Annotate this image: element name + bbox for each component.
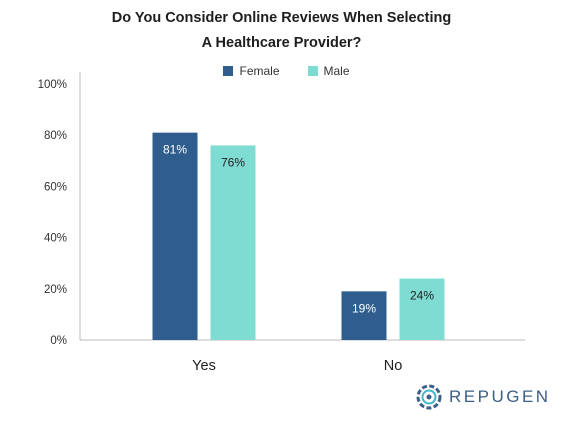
brand-name: REPUGEN (449, 387, 551, 406)
data-label: 19% (352, 301, 376, 315)
chart-legend: Female Male (0, 64, 563, 78)
bar-no-male (399, 278, 445, 340)
x-tick-label: No (384, 358, 403, 374)
legend-label-male: Male (323, 64, 350, 78)
legend-swatch-female (223, 66, 234, 76)
legend-label-female: Female (239, 64, 280, 78)
brand-logo: REPUGEN (416, 384, 551, 410)
chart-title-line-2: A Healthcare Provider? (201, 35, 362, 51)
y-tick-label: 20% (44, 284, 67, 296)
bar-yes-male (210, 145, 256, 340)
data-label: 24% (410, 289, 434, 303)
x-tick-label: Yes (192, 358, 216, 374)
legend-swatch-male (307, 66, 318, 76)
y-tick-label: 40% (44, 233, 67, 245)
y-tick-label: 80% (44, 130, 67, 142)
bar-yes-female (152, 132, 198, 340)
legend-item-female: Female (223, 64, 280, 78)
chart-title-line-1: Do You Consider Online Reviews When Sele… (111, 10, 452, 26)
chart-title: Do You Consider Online Reviews When Sele… (0, 6, 563, 56)
data-label: 81% (163, 143, 187, 157)
bar-no-female (341, 291, 387, 340)
y-tick-label: 60% (44, 181, 67, 193)
y-tick-label: 0% (50, 335, 67, 347)
legend-item-male: Male (307, 64, 350, 78)
repugen-logo-icon (416, 384, 442, 410)
y-tick-label: 100% (38, 79, 67, 91)
data-label: 76% (221, 155, 245, 169)
